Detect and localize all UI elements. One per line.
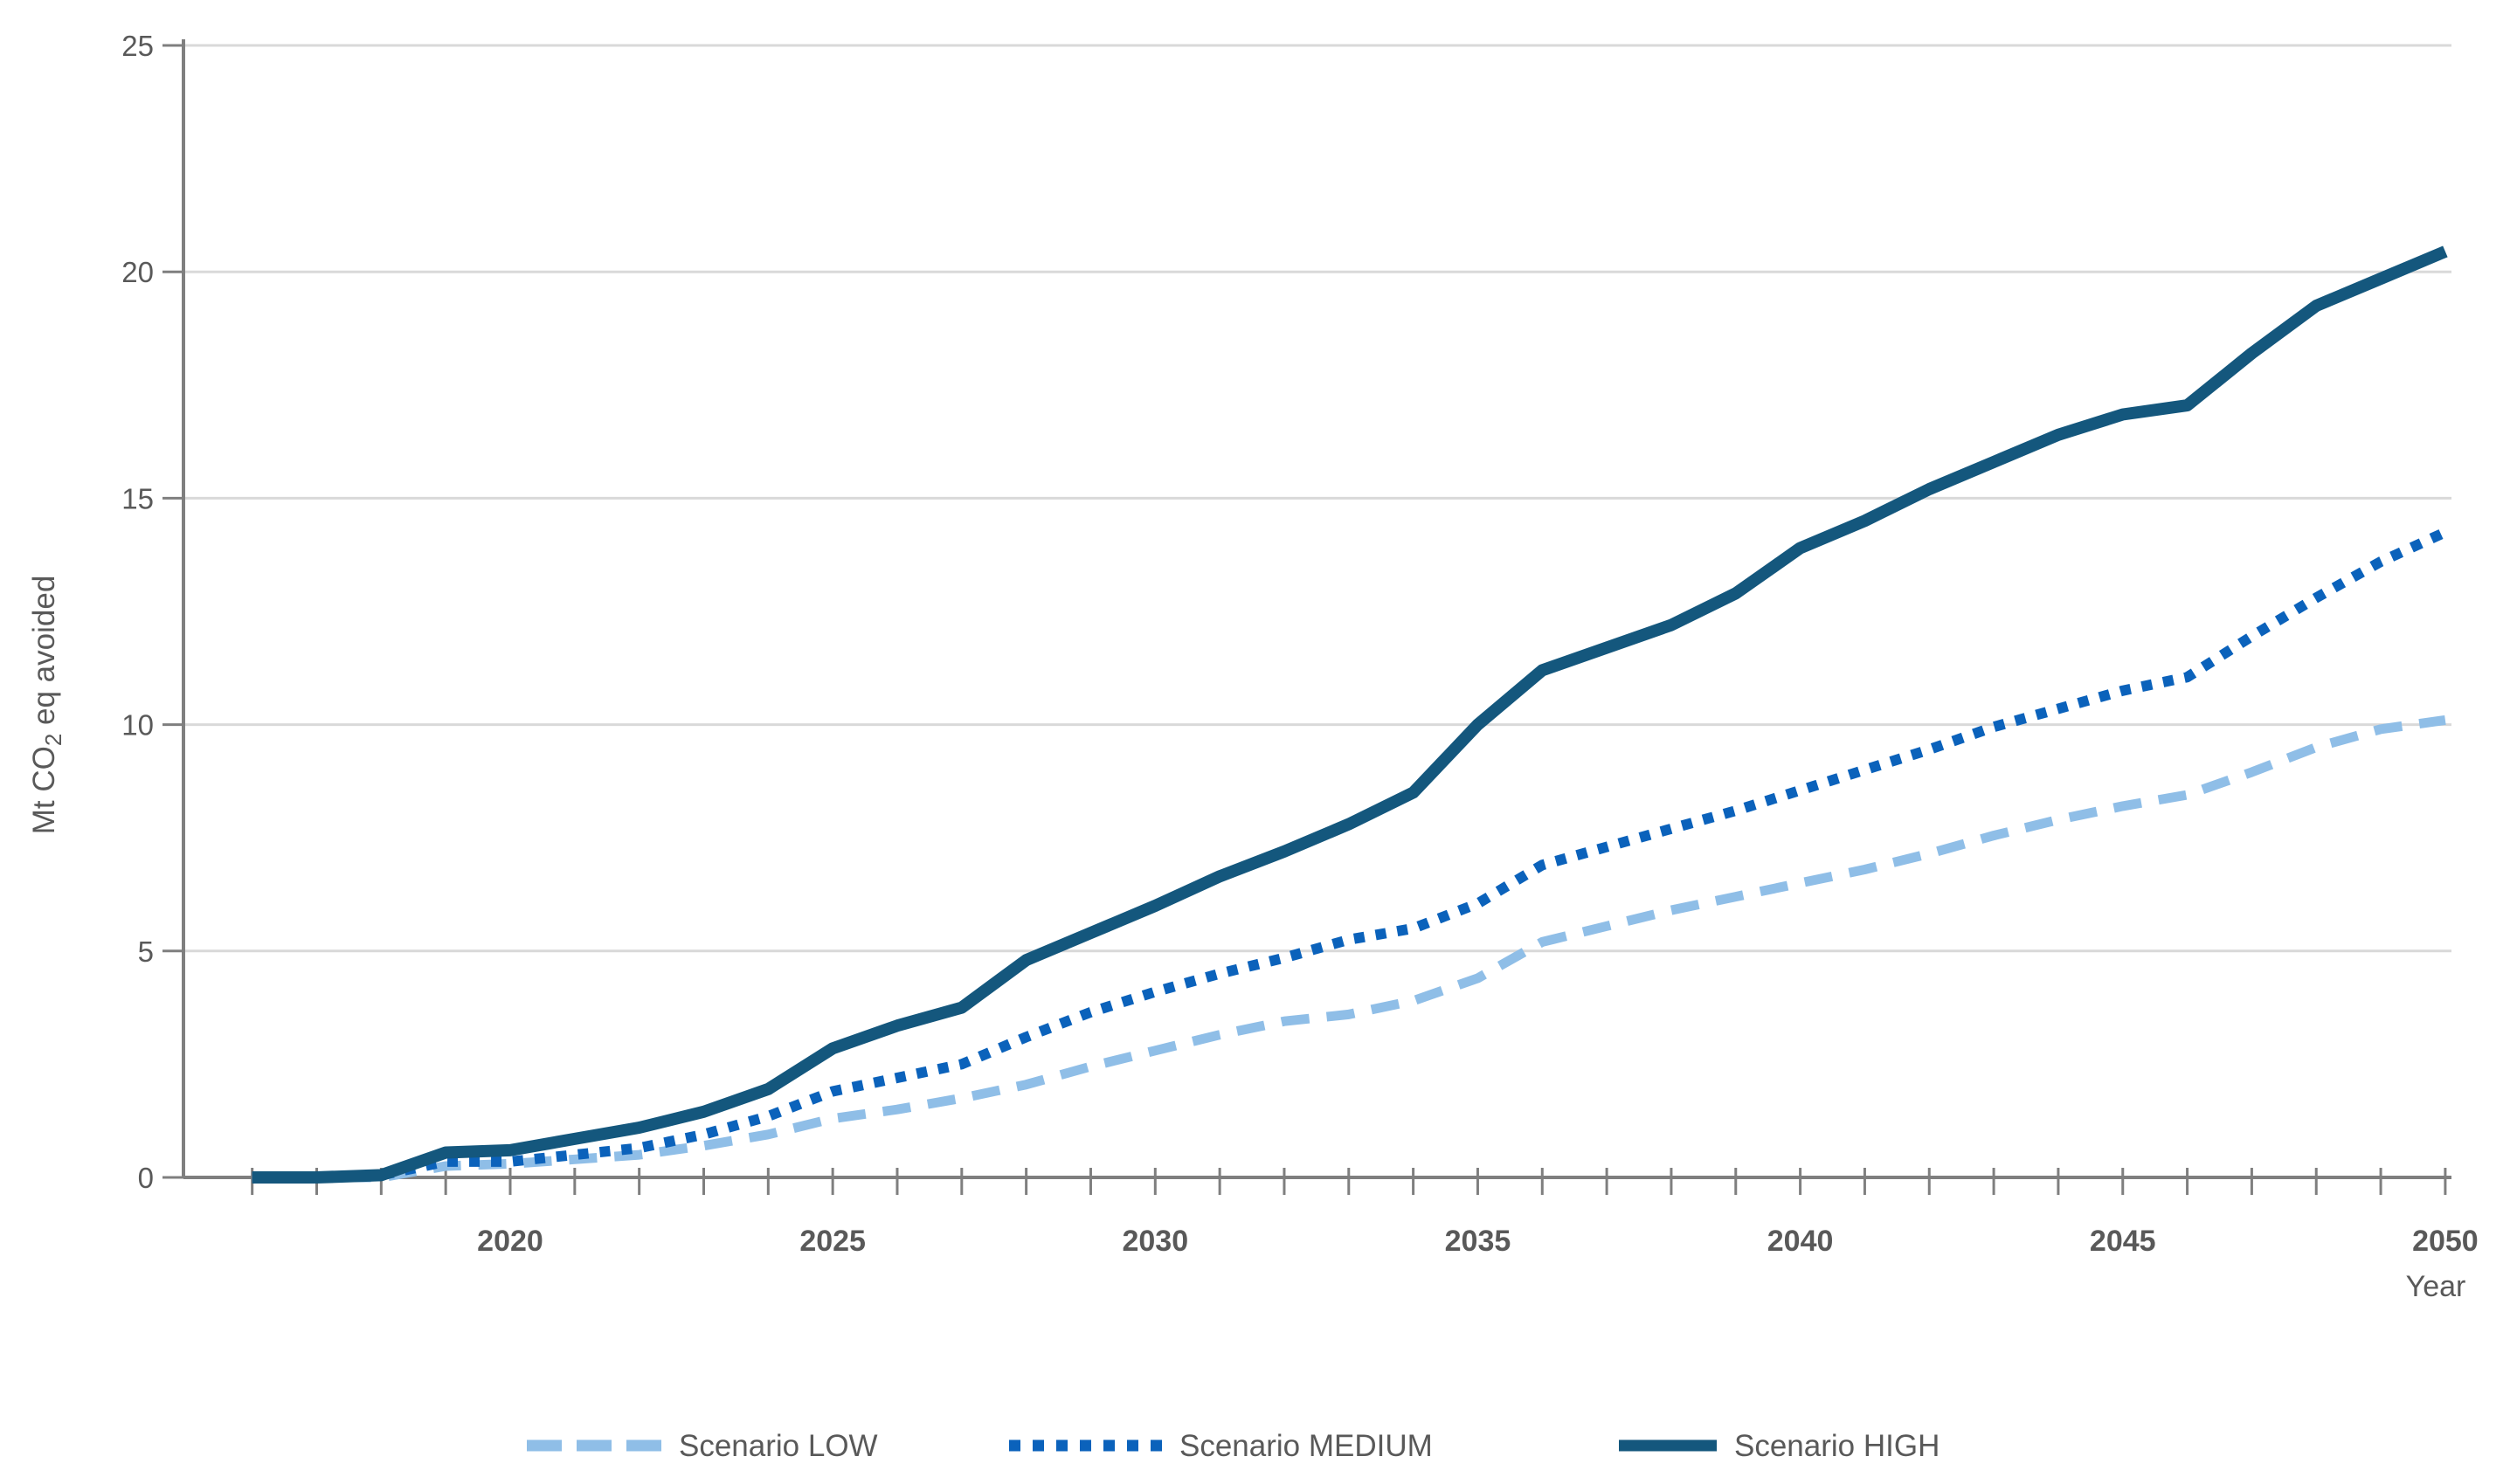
legend-label-scenario-high: Scenario HIGH — [1734, 1429, 1940, 1463]
x-tick-label-2025: 2025 — [799, 1225, 866, 1258]
legend-item-scenario-medium: Scenario MEDIUM — [1009, 1429, 1433, 1463]
y-tick-label-20: 20 — [121, 256, 154, 288]
series-line-scenario-high — [252, 245, 2448, 1184]
x-tick-label-2050: 2050 — [2412, 1225, 2479, 1258]
x-tick-label-2035: 2035 — [1445, 1225, 1511, 1258]
series-line-scenario-medium — [252, 527, 2448, 1183]
x-tick-label-2030: 2030 — [1122, 1225, 1188, 1258]
x-tick-label-2040: 2040 — [1767, 1225, 1834, 1258]
y-axis-title: Mt CO2 eq avoided — [27, 576, 66, 835]
y-tick-label-5: 5 — [138, 935, 154, 968]
y-tick-label-10: 10 — [121, 709, 154, 742]
x-axis-title: Year — [2406, 1270, 2466, 1303]
legend-label-scenario-low: Scenario LOW — [679, 1429, 878, 1463]
x-tick-label-2020: 2020 — [477, 1225, 543, 1258]
y-tick-label-25: 25 — [121, 30, 154, 62]
y-tick-label-15: 15 — [121, 482, 154, 514]
x-tick-label-2045: 2045 — [2090, 1225, 2156, 1258]
series-line-scenario-low — [252, 714, 2446, 1183]
legend-item-scenario-low: Scenario LOW — [527, 1429, 878, 1463]
legend-label-scenario-medium: Scenario MEDIUM — [1179, 1429, 1433, 1463]
y-tick-label-0: 0 — [138, 1162, 154, 1194]
legend-item-scenario-high: Scenario HIGH — [1619, 1429, 1940, 1463]
